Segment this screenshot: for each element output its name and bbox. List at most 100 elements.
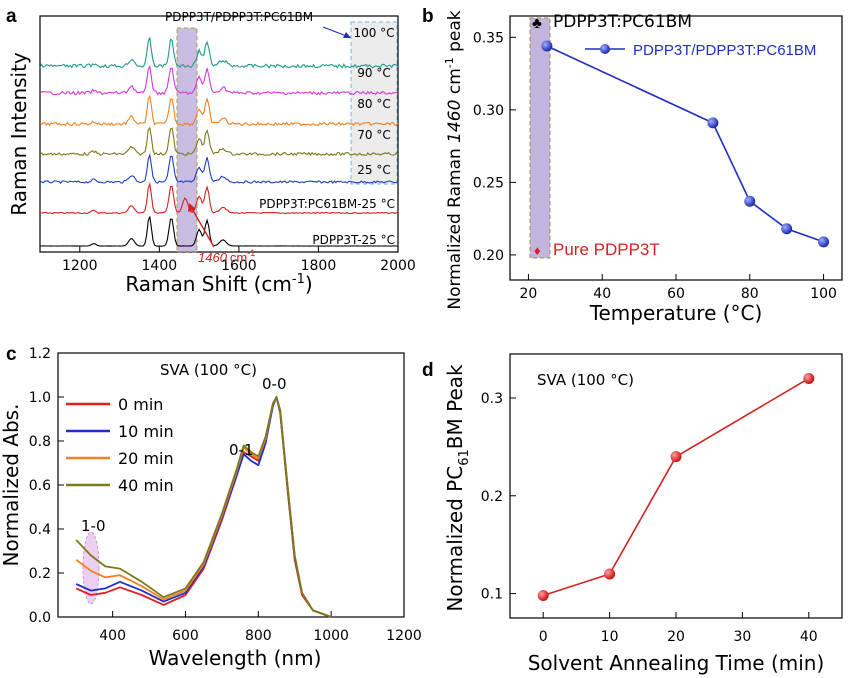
panel-a-spectra (39, 37, 399, 247)
panel-b-letter: b (422, 6, 434, 27)
panel-c-legend-label-2: 20 min (118, 449, 174, 468)
panel-b-y-title-sup: -1 (443, 57, 456, 68)
panel-d-point-0 (537, 590, 549, 602)
panel-a-marker-sup: -1 (247, 248, 255, 258)
panel-c-series-3 (75, 396, 332, 618)
panel-d-line (542, 377, 810, 597)
panel-c-y-tick-label-1: 0.2 (29, 566, 51, 582)
panel-a-temp-label-4: 25 °C (357, 163, 390, 177)
panel-c-y-tick-label-2: 0.4 (29, 522, 51, 538)
panel-c-ticks: 400 600 800 1000 1200 0.0 0.2 0.4 0.6 0.8 1.0 1.2 (29, 346, 422, 644)
panel-b-x-tick-label-0: 20 (520, 286, 538, 302)
panel-c-legend-label-3: 40 min (118, 476, 174, 495)
panel-b-y-title-a: Normalized Raman (445, 143, 465, 310)
panel-d-x-tick-label-3: 30 (733, 629, 751, 645)
panel-b-diamond-icon: ♦ (534, 243, 541, 258)
panel-d-x-axis-title: Solvent Annealing Time (min) (528, 651, 825, 675)
panel-c-series (75, 396, 332, 618)
panel-a-x-title-sup: -1 (292, 272, 305, 287)
panel-b-x-tick-label-3: 80 (741, 286, 759, 302)
panel-a: a 1200 1400 1600 1800 2000 Raman Shift (cm-1… (6, 6, 416, 296)
panel-c-legend-label-1: 10 min (118, 422, 174, 441)
panel-d-condition: SVA (100 °C) (537, 371, 634, 389)
panel-c-x-tick-label-1: 600 (172, 628, 199, 644)
panel-c-y-tick-label-6: 1.2 (29, 346, 51, 362)
panel-d-x-tick-label-1: 10 (601, 629, 619, 645)
panel-d-point-1 (604, 568, 616, 580)
panel-a-spectrum-0 (40, 216, 398, 247)
panel-c-y-tick-label-3: 0.6 (29, 478, 51, 494)
panel-a-1460-band (176, 27, 198, 253)
panel-d-y-tick-label-2: 0.3 (481, 391, 503, 407)
panel-a-temp-labels: 100 °C 90 °C 80 °C 70 °C 25 °C (353, 26, 394, 177)
panel-b-x-tick-label-4: 100 (810, 286, 837, 302)
panel-b-band (529, 17, 551, 259)
panel-a-group-label: PDPP3T/PDPP3T:PC61BM (165, 10, 313, 24)
panel-a-temp-box (350, 21, 398, 185)
panel-d-letter: d (422, 360, 434, 381)
panel-a-x-axis-title: Raman Shift (cm-1) (125, 272, 312, 296)
panel-a-x-tick-label-2: 1600 (221, 258, 257, 274)
panel-c-letter: c (6, 344, 17, 365)
panel-c-peak-0-1: 0-1 (229, 441, 254, 459)
panel-a-frame (39, 15, 399, 253)
panel-c-series-1 (75, 396, 332, 618)
panel-c-x-tick-label-4: 1200 (386, 628, 422, 644)
panel-a-marker-label: 1460 cm-1 (198, 248, 255, 265)
panel-d-y-tick-label-0: 0.1 (481, 587, 503, 603)
panel-b-annotation-blend: PDPP3T:PC61BM (553, 12, 692, 32)
panel-a-x-tick-label-4: 2000 (380, 258, 416, 274)
panel-a-x-tick-label-3: 1800 (301, 258, 337, 274)
panel-b-point-4 (818, 236, 830, 248)
panel-c-x-axis-title: Wavelength (nm) (149, 646, 322, 670)
panel-a-group-label-text: PDPP3T/PDPP3T:PC61BM (165, 10, 313, 24)
panel-b-y-title-d: peak (445, 10, 465, 57)
panel-c-y-tick-label-0: 0.0 (29, 610, 51, 626)
panel-a-letter: a (6, 6, 17, 27)
panel-b-line (546, 45, 824, 243)
panel-b-point-0 (541, 40, 553, 52)
panel-b-club-icon: ♣ (532, 15, 542, 32)
panel-b-point-2 (744, 195, 756, 207)
panel-d-frame (509, 353, 843, 619)
panel-b-point-3 (781, 223, 793, 235)
panel-d-y-axis-title: Normalized PC61BM Peak (443, 364, 472, 612)
panel-c-y-tick-label-4: 0.8 (29, 434, 51, 450)
panel-c-ellipse (82, 531, 100, 605)
panel-d-x-tick-label-4: 40 (800, 629, 818, 645)
panel-a-marker-value: 1460 (198, 250, 228, 265)
panel-a-black-label: PDPP3T-25 °C (312, 233, 395, 247)
panel-b-x-tick-label-1: 40 (593, 286, 611, 302)
panel-a-marker-arrowhead (188, 203, 196, 212)
panel-a-temp-label-1: 90 °C (357, 66, 390, 80)
panel-b-series (541, 40, 830, 248)
panel-c-peak-0-0: 0-0 (262, 375, 287, 393)
panel-d-y-title-a: Normalized PC (443, 466, 467, 612)
panel-d-y-title-b: BM Peak (443, 364, 467, 449)
panel-a-x-ticks: 1200 1400 1600 1800 2000 (62, 246, 416, 274)
panel-a-x-title-main: Raman Shift (cm (125, 272, 292, 296)
panel-c-y-axis-title: Normalized Abs. (0, 404, 23, 567)
panel-a-spectrum-6 (39, 37, 399, 69)
panel-b: b 20 40 60 80 100 0.20 0.25 0.30 0.35 Temperatur… (422, 6, 843, 325)
panel-d-ticks: 0 10 20 30 40 0.1 0.2 0.3 (481, 391, 818, 645)
panel-b-y-axis-title: Normalized Raman 1460 cm-1 peak (443, 10, 465, 309)
panel-b-ticks: 20 40 60 80 100 0.20 0.25 0.30 0.35 (473, 30, 837, 302)
panel-b-legend-marker (600, 44, 610, 54)
panel-b-point-1 (707, 117, 719, 129)
panel-c: c 400 600 800 1000 1200 0.0 0.2 0.4 0.6 0.8 1.0 1.2… (0, 344, 422, 670)
panel-d-x-tick-label-0: 0 (539, 629, 548, 645)
panel-c-legend: 0 min 10 min 20 min 40 min (66, 395, 174, 495)
panel-b-legend-label: PDPP3T/PDPP3T:PC61BM (633, 42, 816, 59)
panel-a-spectrum-2 (39, 152, 399, 184)
panel-a-temp-label-0: 100 °C (353, 26, 394, 40)
panel-b-x-axis-title: Temperature (°C) (589, 301, 763, 325)
panel-d-x-tick-label-2: 20 (667, 629, 685, 645)
panel-b-y-tick-label-3: 0.35 (473, 30, 504, 46)
panel-a-temp-label-2: 80 °C (357, 97, 390, 111)
panel-c-y-tick-label-5: 1.0 (29, 390, 51, 406)
panel-a-x-tick-label-1: 1400 (142, 258, 178, 274)
panel-d-series (537, 372, 815, 602)
panel-b-annotation-blend-text: PDPP3T:PC61BM (553, 12, 692, 32)
